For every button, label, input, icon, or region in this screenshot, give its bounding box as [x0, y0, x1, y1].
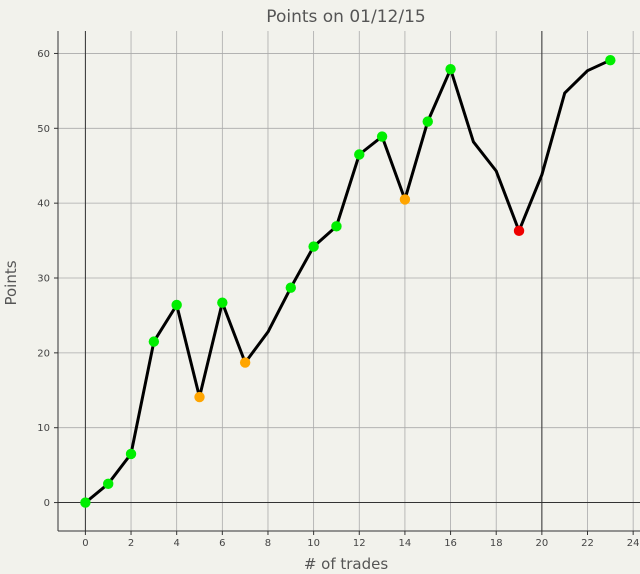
data-point [194, 391, 205, 403]
x-axis-label: # of trades [304, 555, 389, 573]
data-point [399, 194, 411, 205]
data-point [308, 241, 319, 252]
data-point [331, 221, 342, 232]
reference-lines [58, 31, 640, 531]
y-tick-label: 50 [37, 124, 50, 135]
plot-area [58, 31, 640, 531]
data-point [80, 497, 91, 508]
data-point [376, 131, 388, 142]
x-tick-label: 16 [444, 538, 457, 549]
data-point [445, 63, 456, 75]
data-point [217, 297, 228, 308]
x-tick-label: 20 [535, 538, 548, 549]
data-point [239, 357, 251, 368]
chart-title: Points on 01/12/15 [266, 7, 425, 27]
x-tick-label: 12 [353, 538, 366, 549]
x-tick-label: 10 [307, 538, 320, 549]
data-point [605, 54, 616, 66]
x-tick-label: 8 [265, 538, 271, 549]
x-tick-label: 22 [581, 538, 594, 549]
data-point [148, 336, 160, 347]
series-line [84, 58, 611, 504]
data-point [354, 149, 365, 160]
y-tick-label: 30 [37, 274, 50, 285]
data-points [80, 54, 616, 508]
x-tick-label: 14 [399, 538, 412, 549]
y-axis-label: Points [2, 260, 20, 305]
x-tick-label: 24 [627, 538, 640, 549]
x-tick-label: 6 [219, 538, 225, 549]
x-axis-ticks: 0 2 4 6 8 10 12 14 16 18 20 22 24 [82, 531, 640, 549]
y-tick-label: 0 [44, 498, 50, 509]
y-tick-label: 20 [37, 348, 50, 359]
x-tick-label: 0 [82, 538, 88, 549]
data-point [103, 478, 114, 490]
axes [57, 31, 640, 532]
y-axis-ticks: 0 10 20 30 40 50 60 [37, 49, 58, 509]
data-point [513, 225, 525, 237]
data-point [125, 448, 137, 460]
data-point [422, 116, 433, 127]
x-tick-label: 18 [490, 538, 503, 549]
y-tick-label: 60 [37, 49, 50, 60]
x-tick-label: 4 [173, 538, 179, 549]
y-tick-label: 10 [37, 423, 50, 434]
x-tick-label: 2 [128, 538, 134, 549]
data-point [285, 282, 296, 293]
y-tick-label: 40 [37, 199, 50, 210]
data-point [171, 299, 182, 311]
